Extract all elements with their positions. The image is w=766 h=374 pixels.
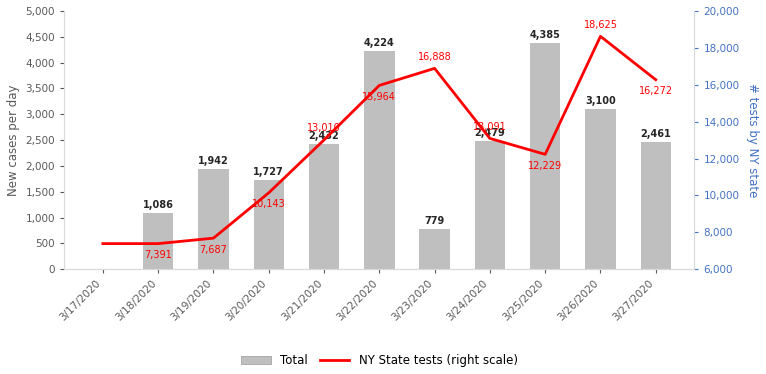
- Text: 1,086: 1,086: [142, 200, 174, 210]
- Text: 3,100: 3,100: [585, 96, 616, 106]
- Text: 16,272: 16,272: [639, 86, 673, 96]
- Bar: [309, 144, 339, 269]
- Text: 7,687: 7,687: [199, 245, 228, 255]
- Text: 4,224: 4,224: [364, 38, 394, 48]
- Text: 779: 779: [424, 216, 445, 226]
- Text: 13,010: 13,010: [307, 123, 341, 134]
- Text: 10,143: 10,143: [252, 199, 286, 209]
- Bar: [364, 51, 394, 269]
- Text: 7,391: 7,391: [144, 250, 172, 260]
- Text: 1,942: 1,942: [198, 156, 229, 166]
- Bar: [530, 43, 561, 269]
- Text: 16,888: 16,888: [417, 52, 451, 62]
- Y-axis label: New cases per day: New cases per day: [7, 85, 20, 196]
- Bar: [143, 213, 173, 269]
- Legend: Total, NY State tests (right scale): Total, NY State tests (right scale): [237, 349, 522, 372]
- Text: 2,432: 2,432: [309, 131, 339, 141]
- Bar: [475, 141, 505, 269]
- Text: 12,229: 12,229: [528, 161, 562, 171]
- Text: 2,479: 2,479: [474, 128, 506, 138]
- Text: 1,727: 1,727: [254, 167, 284, 177]
- Bar: [198, 169, 228, 269]
- Y-axis label: # tests by NY state: # tests by NY state: [746, 83, 759, 197]
- Text: 18,625: 18,625: [584, 20, 617, 30]
- Bar: [585, 109, 616, 269]
- Text: 13,091: 13,091: [473, 122, 507, 132]
- Bar: [254, 180, 284, 269]
- Bar: [640, 142, 671, 269]
- Bar: [420, 229, 450, 269]
- Text: 2,461: 2,461: [640, 129, 671, 139]
- Text: 15,964: 15,964: [362, 92, 396, 102]
- Text: 4,385: 4,385: [530, 30, 561, 40]
